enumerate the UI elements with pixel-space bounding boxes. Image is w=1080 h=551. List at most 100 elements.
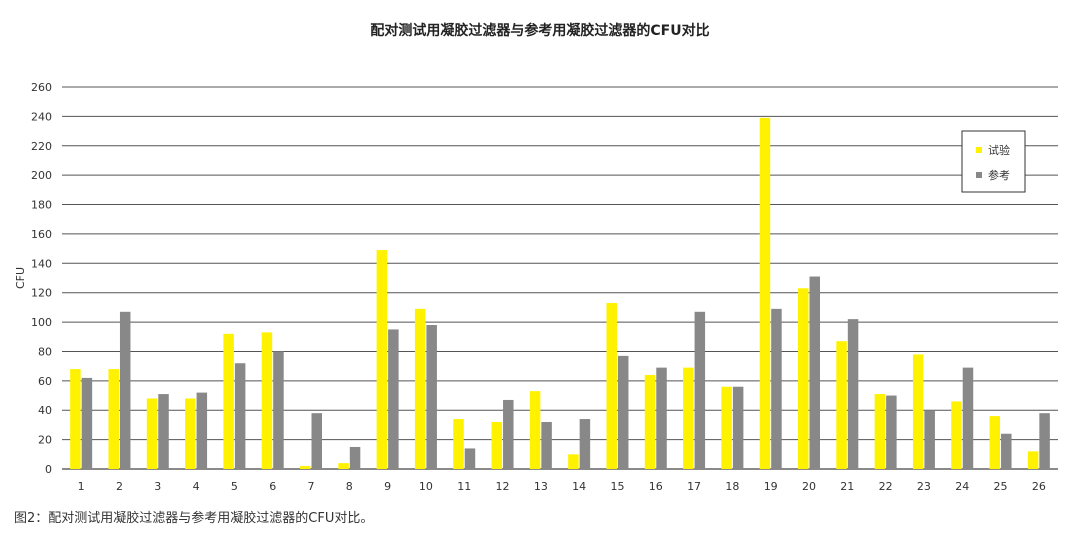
y-tick-label: 180: [31, 199, 52, 212]
legend-label-test: 试验: [988, 143, 1010, 157]
figure-caption: 图2：配对测试用凝胶过滤器与参考用凝胶过滤器的CFU对比。: [14, 511, 374, 526]
x-tick-label: 19: [764, 480, 778, 493]
y-tick-label: 200: [31, 169, 52, 182]
x-tick-label: 26: [1032, 480, 1046, 493]
bar-test: [836, 341, 847, 469]
bar-reference: [273, 351, 284, 469]
bar-reference: [311, 413, 322, 469]
bar-reference: [694, 311, 706, 469]
y-axis-ticks: 0 20 40 60 80 100 120 140 160 180 200 220 240 260: [31, 81, 52, 476]
y-tick-label: 140: [31, 257, 52, 270]
x-tick-label: 5: [231, 480, 238, 493]
x-tick-label: 9: [384, 480, 391, 493]
bar-reference: [1001, 433, 1012, 469]
bar-reference: [196, 392, 208, 469]
bar-reference: [771, 308, 782, 469]
y-tick-label: 240: [31, 110, 52, 123]
x-tick-label: 11: [457, 480, 471, 493]
y-tick-label: 260: [31, 81, 52, 94]
bar-test: [644, 374, 656, 469]
y-tick-label: 160: [31, 228, 52, 241]
y-axis-label: CFU: [14, 267, 27, 289]
bar-reference: [1039, 413, 1050, 469]
y-tick-label: 60: [38, 375, 52, 388]
x-tick-label: 18: [725, 480, 739, 493]
x-axis-ticks: 1 2 3 4 5 6 7 8 9 10 11 12 13 14 15 16 17 18 19 20 21 22 23 24 2…: [78, 480, 1046, 493]
bar-test: [491, 421, 503, 469]
bar-reference: [656, 367, 667, 469]
bar-reference: [617, 355, 629, 469]
bars: [70, 117, 1050, 469]
x-tick-label: 12: [496, 480, 510, 493]
bar-test: [300, 466, 311, 469]
bar-test: [951, 401, 962, 469]
bar-test: [912, 354, 924, 469]
bar-test: [261, 332, 273, 469]
bar-test: [989, 416, 1001, 469]
bar-test: [453, 419, 464, 469]
legend-swatch-test: [976, 147, 982, 153]
x-tick-label: 4: [193, 480, 200, 493]
bar-reference: [388, 329, 399, 469]
bar-test: [338, 463, 349, 469]
x-tick-label: 24: [955, 480, 969, 493]
bar-test: [1027, 451, 1039, 469]
y-tick-label: 120: [31, 287, 52, 300]
bar-reference: [349, 446, 361, 469]
y-tick-label: 100: [31, 316, 52, 329]
legend-box: [961, 130, 1026, 193]
bar-reference: [924, 410, 935, 469]
gridlines: [62, 86, 1058, 470]
bar-test: [108, 369, 119, 469]
y-tick-label: 80: [38, 345, 52, 358]
x-tick-label: 10: [419, 480, 433, 493]
bar-reference: [732, 386, 744, 469]
bar-reference: [81, 377, 93, 469]
x-tick-label: 7: [308, 480, 315, 493]
bar-test: [798, 288, 809, 469]
bar-test: [759, 117, 771, 469]
bar-test: [568, 454, 579, 469]
bar-reference: [886, 395, 897, 469]
bar-test: [70, 369, 81, 469]
bar-test: [146, 398, 158, 469]
bar-reference: [119, 311, 131, 469]
bar-reference: [847, 319, 859, 469]
x-tick-label: 16: [649, 480, 663, 493]
x-tick-label: 2: [116, 480, 123, 493]
y-tick-label: 220: [31, 140, 52, 153]
chart-title: 配对测试用凝胶过滤器与参考用凝胶过滤器的CFU对比: [370, 23, 710, 39]
x-tick-label: 23: [917, 480, 931, 493]
bar-reference: [541, 421, 552, 469]
bar-test: [376, 250, 388, 469]
x-tick-label: 15: [610, 480, 624, 493]
legend-label-reference: 参考: [988, 168, 1010, 182]
x-tick-label: 21: [840, 480, 854, 493]
bar-test: [185, 398, 196, 469]
x-tick-label: 14: [572, 480, 586, 493]
y-tick-label: 40: [38, 404, 52, 417]
x-tick-label: 13: [534, 480, 548, 493]
bar-reference: [426, 325, 437, 469]
bar-test: [683, 367, 694, 469]
bar-reference: [158, 394, 169, 469]
bar-test: [529, 391, 541, 469]
bar-reference: [234, 363, 246, 469]
legend-swatch-reference: [976, 172, 982, 178]
bar-test: [414, 308, 426, 469]
bar-test: [606, 302, 617, 469]
bar-reference: [579, 419, 591, 469]
bar-test: [874, 394, 886, 469]
bar-reference: [809, 276, 820, 469]
x-tick-label: 25: [994, 480, 1008, 493]
legend: 试验 参考: [961, 130, 1026, 193]
bar-test: [721, 386, 732, 469]
y-tick-label: 20: [38, 434, 52, 447]
x-tick-label: 3: [154, 480, 161, 493]
x-tick-label: 22: [879, 480, 893, 493]
x-tick-label: 20: [802, 480, 816, 493]
bar-reference: [962, 367, 974, 469]
y-tick-label: 0: [45, 463, 52, 476]
x-tick-label: 1: [78, 480, 85, 493]
